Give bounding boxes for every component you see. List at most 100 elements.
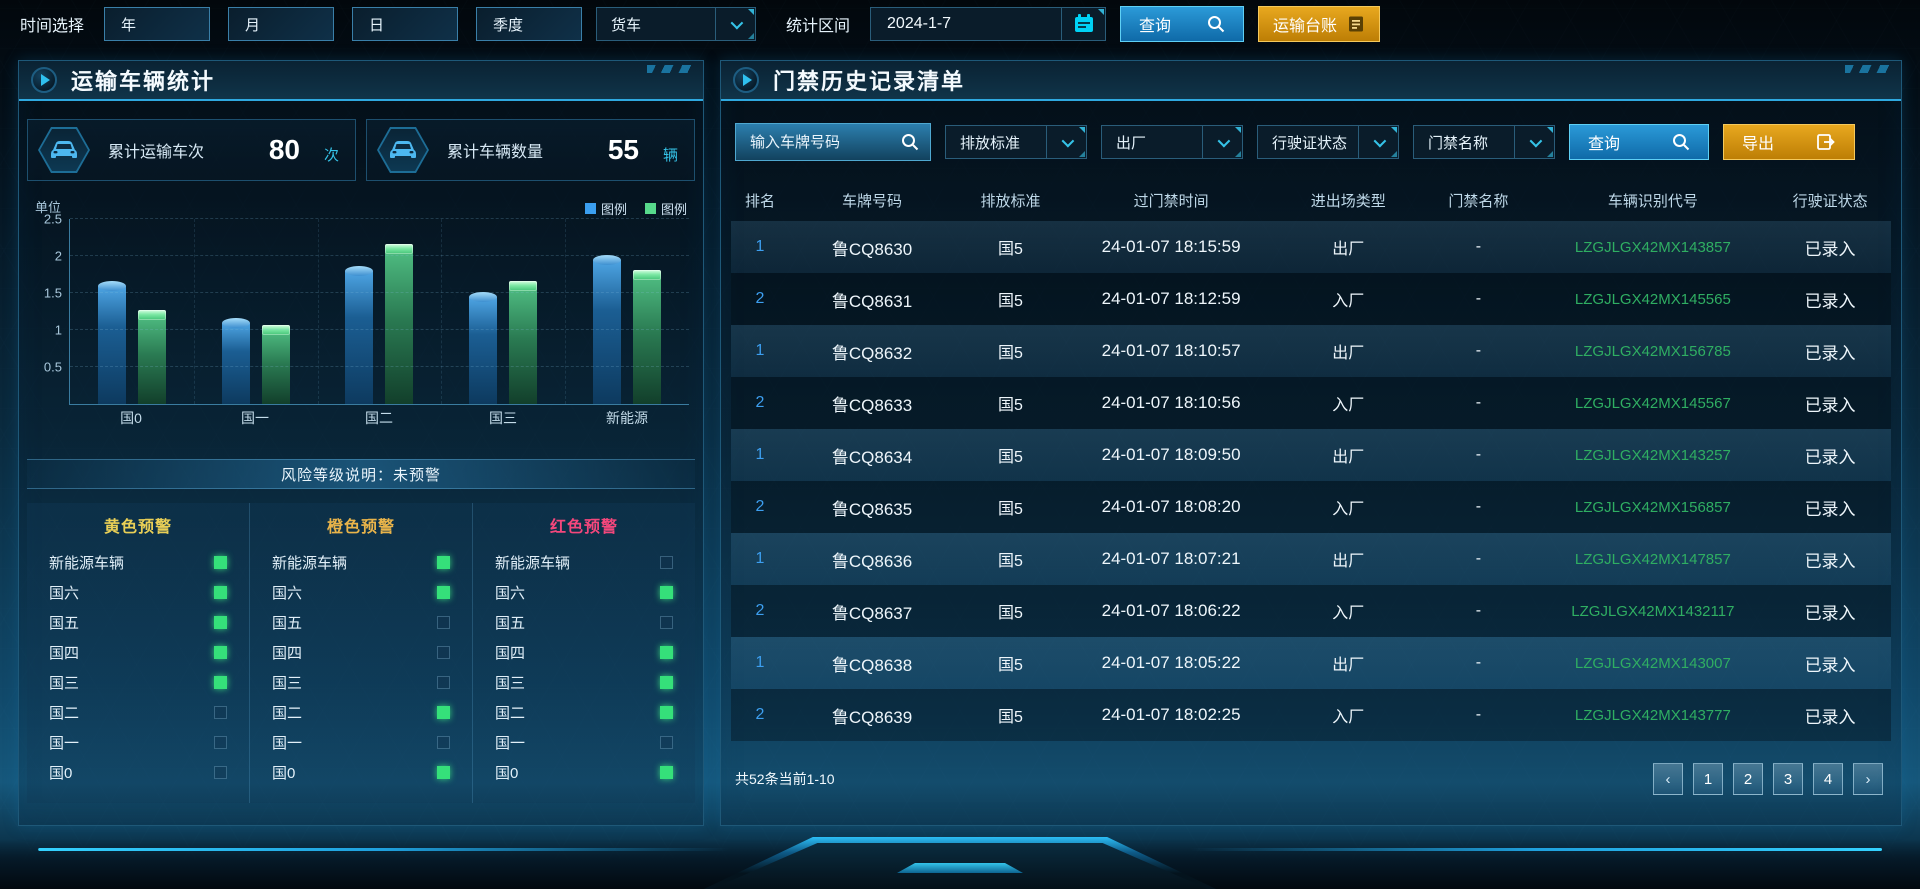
export-label: 导出 xyxy=(1742,136,1775,153)
rank-cell: 2 xyxy=(755,706,765,723)
page-button-1[interactable]: 1 xyxy=(1693,763,1723,795)
warning-checkbox[interactable] xyxy=(437,765,450,779)
x-tick-label: 国二 xyxy=(365,410,393,426)
warning-checkbox[interactable] xyxy=(214,555,227,569)
time-button-1[interactable]: 月 xyxy=(228,7,335,41)
warning-checkbox[interactable] xyxy=(660,705,673,719)
h-gridline xyxy=(70,366,689,367)
warning-checkbox[interactable] xyxy=(214,765,227,779)
direction-cell: 入厂 xyxy=(1332,397,1365,414)
table-query-button[interactable]: 查询 xyxy=(1569,124,1709,160)
filter-bar: 排放标准 出厂 行驶证状态 门禁名称 查询 导出 xyxy=(721,101,1901,161)
page-button-4[interactable]: 4 xyxy=(1813,763,1843,795)
stat-label: 累计车辆数量 xyxy=(447,144,544,161)
bar-group-国二 xyxy=(318,219,442,404)
time-button-3[interactable]: 季度 xyxy=(476,7,583,41)
table-row: 2 鲁CQ8635 国5 24-01-07 18:08:20 入厂 - LZGJLGX42M… xyxy=(731,481,1891,533)
warning-item: 新能源车辆 xyxy=(495,547,673,577)
access-history-table: 排名 车牌号码 排放标准 过门禁时间 进出场类型 门禁名称 车辆识别代号 行驶证状态 1 鲁CQ… xyxy=(731,179,1891,741)
v-gridline xyxy=(193,219,195,404)
warning-checkbox[interactable] xyxy=(214,675,227,689)
emission-cell: 国5 xyxy=(998,657,1023,674)
warning-item-label: 国三 xyxy=(495,674,526,692)
vin-link[interactable]: LZGJLGX42MX156857 xyxy=(1574,498,1731,516)
warning-item-label: 国六 xyxy=(49,584,80,602)
warning-checkbox[interactable] xyxy=(214,585,227,599)
gate-name-cell: - xyxy=(1475,654,1482,671)
vin-link[interactable]: LZGJLGX42MX143257 xyxy=(1574,446,1731,464)
warning-checkbox[interactable] xyxy=(214,645,227,659)
page-button-2[interactable]: 2 xyxy=(1733,763,1763,795)
warning-checkbox[interactable] xyxy=(437,585,450,599)
license-status-cell: 已录入 xyxy=(1804,603,1856,623)
query-button[interactable]: 查询 xyxy=(1120,6,1245,42)
warning-item-label: 国0 xyxy=(49,764,73,782)
warning-checkbox[interactable] xyxy=(214,705,227,719)
emission-cell: 国5 xyxy=(998,605,1023,622)
v-gridline xyxy=(317,219,319,404)
vin-link[interactable]: LZGJLGX42MX156785 xyxy=(1574,342,1731,360)
vin-link[interactable]: LZGJLGX42MX143007 xyxy=(1574,654,1731,672)
warning-checkbox[interactable] xyxy=(437,675,450,689)
bar-cap xyxy=(633,269,662,280)
bar-group-国三 xyxy=(441,219,565,404)
date-picker[interactable]: 2024-1-7 xyxy=(870,7,1107,41)
bar-国三-series1 xyxy=(509,280,538,404)
legend-swatch xyxy=(644,203,656,214)
time-button-2[interactable]: 日 xyxy=(352,7,459,41)
y-tick-label: 2.5 xyxy=(43,211,62,227)
warning-checkbox[interactable] xyxy=(660,615,673,629)
warning-checkbox[interactable] xyxy=(660,555,673,569)
stat-unit: 辆 xyxy=(662,146,678,164)
direction-cell: 入厂 xyxy=(1332,605,1365,622)
right-panel-title: 门禁历史记录清单 xyxy=(773,69,966,94)
page-prev-button[interactable]: ‹ xyxy=(1653,763,1683,795)
y-tick-label: 0.5 xyxy=(43,359,62,375)
export-button[interactable]: 导出 xyxy=(1723,124,1855,160)
warning-checkbox[interactable] xyxy=(660,735,673,749)
rank-cell: 1 xyxy=(755,550,765,567)
chevron-down-icon xyxy=(1514,126,1554,158)
warning-item-label: 国三 xyxy=(49,674,80,692)
page-next-button[interactable]: › xyxy=(1853,763,1883,795)
time-cell: 24-01-07 18:10:56 xyxy=(1101,393,1241,412)
warning-checkbox[interactable] xyxy=(660,765,673,779)
emission-cell: 国5 xyxy=(998,293,1023,310)
warning-checkbox[interactable] xyxy=(437,645,450,659)
warning-checkbox[interactable] xyxy=(437,735,450,749)
filter-select-1[interactable]: 出厂 xyxy=(1101,125,1243,159)
vin-link[interactable]: LZGJLGX42MX147857 xyxy=(1574,550,1731,568)
warning-checkbox[interactable] xyxy=(437,615,450,629)
warning-checkbox[interactable] xyxy=(437,555,450,569)
vin-link[interactable]: LZGJLGX42MX143857 xyxy=(1574,238,1731,256)
vin-link[interactable]: LZGJLGX42MX1432117 xyxy=(1571,602,1735,620)
page-button-3[interactable]: 3 xyxy=(1773,763,1803,795)
rank-cell: 2 xyxy=(755,498,765,515)
warning-title: 红色预警 xyxy=(549,519,618,536)
plate-number-input[interactable] xyxy=(735,123,931,161)
vin-link[interactable]: LZGJLGX42MX145565 xyxy=(1574,290,1731,308)
vehicle-type-select[interactable]: 货车 xyxy=(596,7,757,41)
warning-checkbox[interactable] xyxy=(660,675,673,689)
warning-checkbox[interactable] xyxy=(660,585,673,599)
warning-checkbox[interactable] xyxy=(660,645,673,659)
table-row: 2 鲁CQ8639 国5 24-01-07 18:02:25 入厂 - LZGJLGX42M… xyxy=(731,689,1891,741)
time-cell: 24-01-07 18:10:57 xyxy=(1101,341,1241,360)
filter-select-2[interactable]: 行驶证状态 xyxy=(1257,125,1399,159)
vin-link[interactable]: LZGJLGX42MX143777 xyxy=(1574,706,1731,724)
time-button-0[interactable]: 年 xyxy=(104,7,211,41)
transport-ledger-button[interactable]: 运输台账 xyxy=(1258,6,1381,42)
filter-select-0[interactable]: 排放标准 xyxy=(945,125,1087,159)
time-buttons: 年月日季度 xyxy=(104,7,583,41)
filter-select-3[interactable]: 门禁名称 xyxy=(1413,125,1555,159)
chevron-down-icon xyxy=(715,8,755,40)
y-tick-label: 1 xyxy=(54,322,62,338)
warning-checkbox[interactable] xyxy=(214,615,227,629)
vin-link[interactable]: LZGJLGX42MX145567 xyxy=(1574,394,1731,412)
warning-checkbox[interactable] xyxy=(214,735,227,749)
bar-cap xyxy=(509,280,538,291)
legend-label: 图例 xyxy=(660,202,687,217)
time-cell: 24-01-07 18:08:20 xyxy=(1101,497,1241,516)
warning-checkbox[interactable] xyxy=(437,705,450,719)
